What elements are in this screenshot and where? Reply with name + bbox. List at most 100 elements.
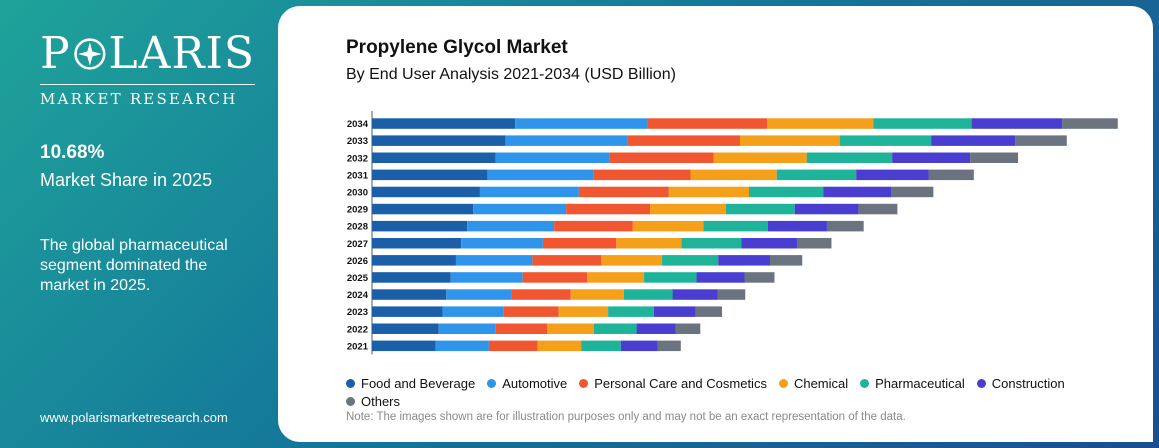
y-tick-label: 2032	[347, 153, 368, 164]
bar-segment	[891, 186, 934, 198]
bar-segment	[725, 203, 795, 215]
legend-color-dot	[346, 396, 355, 406]
y-tick-label: 2022	[347, 324, 368, 335]
legend-label: Automotive	[502, 375, 568, 391]
legend-label: Personal Care and Cosmetics	[594, 375, 767, 391]
bar-segment	[372, 169, 488, 181]
y-tick-label: 2026	[347, 256, 368, 267]
legend-color-dot	[487, 378, 497, 388]
bar-segment	[488, 340, 538, 352]
bar-segment	[450, 272, 523, 283]
bar-segment	[769, 255, 803, 266]
bar-segment	[690, 169, 777, 181]
bar-segment	[542, 238, 617, 249]
bar-segment	[668, 186, 750, 198]
bar-segment	[438, 323, 496, 334]
y-tick-label: 2031	[347, 170, 369, 181]
bar-segment	[741, 238, 797, 249]
legend-color-dot	[579, 378, 589, 388]
bar-segment	[372, 306, 443, 317]
legend-color-dot	[860, 378, 870, 388]
bar-segment	[522, 272, 588, 283]
bar-segment	[495, 152, 610, 163]
legend-color-dot	[346, 378, 355, 388]
brand-name-right: LARIS	[108, 28, 255, 79]
bar-segment	[372, 238, 462, 249]
bar-segment	[372, 203, 474, 215]
bar-segment	[794, 203, 859, 215]
bar-segment	[532, 255, 602, 266]
bar-segment	[461, 238, 543, 249]
bar-segment	[767, 220, 827, 232]
y-tick-label: 2033	[347, 136, 368, 147]
bar-segment	[644, 272, 697, 283]
bar-segment	[487, 169, 594, 181]
brand-subtitle: MARKET RESEARCH	[40, 90, 238, 108]
bar-segment	[372, 289, 447, 300]
bar-segment	[675, 323, 701, 334]
bar-segment	[442, 306, 504, 317]
bar-segment	[776, 169, 857, 181]
bar-segment	[495, 323, 548, 334]
legend-color-dot	[778, 378, 788, 388]
bar-segment	[372, 152, 496, 163]
chart-panel: Propylene Glycol Market By End User Anal…	[278, 6, 1153, 442]
sidebar: P LARIS MARKET RESEARCH 10.68% Market Sh…	[0, 0, 270, 448]
bar-segment	[446, 289, 512, 300]
bar-segment	[372, 255, 456, 266]
y-tick-label: 2028	[347, 222, 368, 233]
bar-segment	[823, 186, 892, 198]
legend-color-dot	[976, 378, 986, 388]
bar-segment	[547, 323, 594, 334]
bar-segment	[749, 186, 824, 198]
bar-segment	[696, 272, 745, 283]
bar-segment	[839, 135, 932, 146]
bar-segment	[766, 118, 874, 129]
bar-segment	[892, 152, 971, 163]
bar-segment	[650, 203, 726, 215]
bar-segment	[657, 340, 681, 352]
bar-segment	[744, 272, 775, 283]
bar-segment	[372, 340, 436, 352]
legend-item: Food and Beverage	[346, 374, 475, 392]
bar-segment	[515, 118, 648, 129]
bar-segment	[593, 169, 691, 181]
bar-segment	[931, 135, 1016, 146]
legend-label: Construction	[991, 375, 1065, 391]
bar-segment	[873, 118, 972, 129]
y-tick-label: 2030	[347, 187, 368, 198]
bar-segment	[608, 306, 654, 317]
bar-segment	[623, 289, 673, 300]
bar-segment	[372, 220, 468, 232]
bar-segment	[372, 323, 439, 334]
y-tick-label: 2027	[347, 239, 368, 250]
bar-segment	[971, 118, 1063, 129]
bar-segment	[928, 169, 974, 181]
bar-segment	[503, 306, 559, 317]
bar-segment	[1015, 135, 1067, 146]
bar-segment	[479, 186, 579, 198]
y-tick-label: 2029	[347, 205, 368, 216]
chart-legend: Food and Beverage Automotive Personal Care…	[346, 374, 1136, 410]
y-tick-label: 2034	[347, 119, 369, 130]
bar-chart: 2034 2033 2032 2031 2030 2029 2028 2027 2026 2025…	[347, 111, 1118, 355]
bar-segment	[570, 289, 624, 300]
brand-name-left: P	[40, 28, 71, 79]
bar-segment	[713, 152, 807, 163]
legend-item: Personal Care and Cosmetics	[579, 374, 767, 392]
stat-value: 10.68%	[40, 142, 105, 163]
stat-label: Market Share in 2025	[40, 170, 213, 190]
bar-segment	[558, 306, 609, 317]
chart-title: Propylene Glycol Market	[346, 37, 568, 58]
bar-segment	[632, 220, 704, 232]
brand-name: P LARIS	[40, 30, 255, 78]
website-link[interactable]: www.polarismarketresearch.com	[40, 410, 228, 425]
description-text: The global pharmaceutical segment domina…	[40, 237, 228, 294]
legend-item: Construction	[976, 374, 1065, 392]
bar-segment	[537, 340, 582, 352]
bar-segment	[653, 306, 696, 317]
bar-segment	[796, 238, 832, 249]
legend-item: Pharmaceutical	[860, 374, 965, 392]
bar-segment	[455, 255, 533, 266]
